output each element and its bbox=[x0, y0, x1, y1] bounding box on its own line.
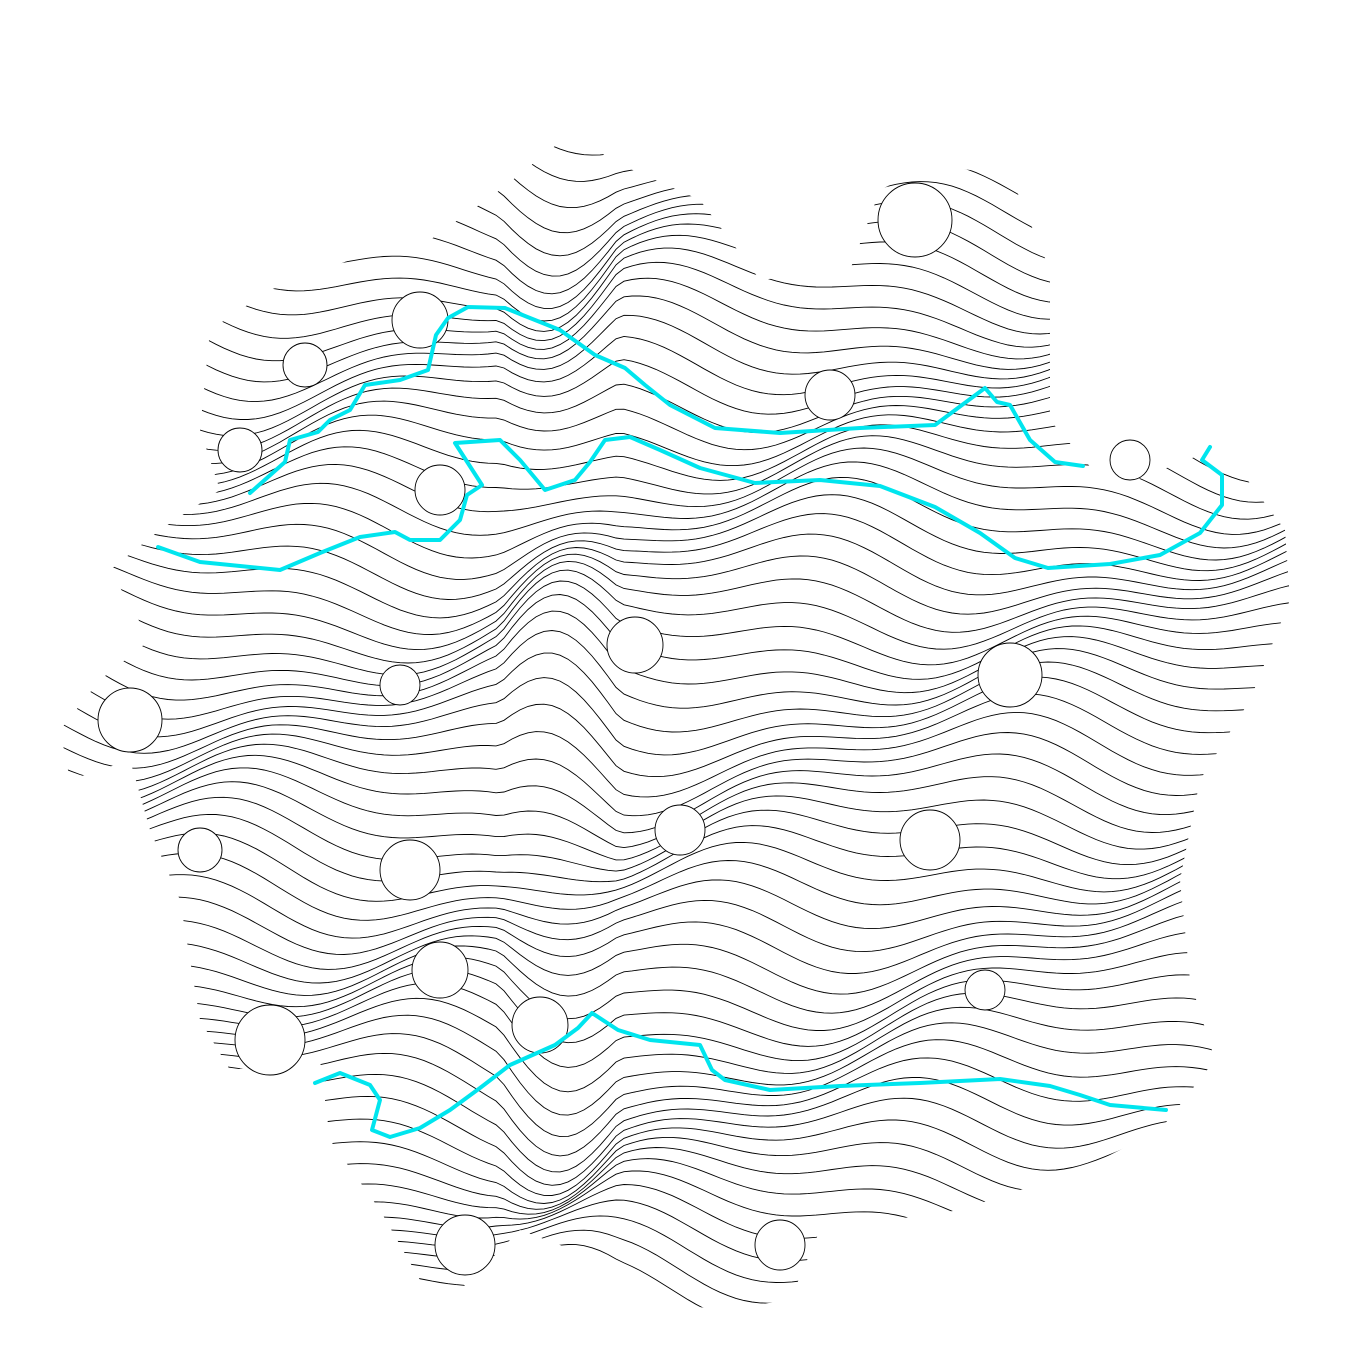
contour-line bbox=[60, 560, 1290, 651]
contour-hole bbox=[217, 427, 263, 473]
contour-line bbox=[60, 968, 1290, 1047]
contour-hole bbox=[654, 804, 706, 856]
contour-line bbox=[60, 200, 1290, 277]
contour-line bbox=[60, 630, 1290, 720]
contour-line bbox=[60, 1259, 1290, 1310]
contour-line bbox=[60, 569, 1290, 664]
contour-hole bbox=[754, 1219, 806, 1271]
contour-line bbox=[60, 447, 1290, 535]
contour-line bbox=[60, 676, 1290, 756]
contour-line bbox=[60, 1086, 1290, 1186]
contour-line bbox=[60, 732, 1290, 817]
contour-hole bbox=[964, 969, 1006, 1011]
contour-hole bbox=[899, 809, 961, 871]
contour-line bbox=[60, 1149, 1290, 1229]
contour-line bbox=[60, 876, 1290, 955]
contour-line bbox=[60, 711, 1290, 798]
contour-line bbox=[60, 513, 1290, 600]
contour-hole bbox=[606, 616, 664, 674]
contour-hole bbox=[234, 1004, 306, 1076]
contour-line bbox=[60, 533, 1290, 619]
contour-line bbox=[60, 610, 1290, 701]
contour-hole bbox=[97, 687, 163, 753]
contour-hole bbox=[511, 996, 569, 1054]
contour-hole bbox=[282, 342, 328, 388]
contour-line bbox=[60, 223, 1290, 309]
lower-highlight bbox=[313, 1011, 1168, 1139]
contour-line bbox=[60, 1215, 1290, 1285]
contour-hole bbox=[379, 664, 421, 706]
contour-line bbox=[60, 813, 1290, 883]
contour-hole bbox=[391, 291, 449, 349]
contour-line bbox=[60, 261, 1290, 348]
contour-hole bbox=[877, 182, 953, 258]
contour-hole bbox=[177, 827, 223, 873]
contour-line bbox=[60, 1115, 1290, 1204]
contour-lines bbox=[60, 130, 1290, 1310]
contour-line bbox=[60, 295, 1290, 383]
contour-line bbox=[60, 693, 1290, 778]
contour-line bbox=[60, 580, 1290, 676]
contour-line bbox=[60, 130, 1290, 185]
contour-line bbox=[60, 1169, 1290, 1245]
contour-line bbox=[60, 911, 1290, 995]
contour-line bbox=[60, 314, 1290, 403]
highlighted-contours bbox=[156, 305, 1224, 1139]
contour-line bbox=[60, 247, 1290, 335]
contour-line bbox=[60, 832, 1290, 902]
contour-holes bbox=[97, 182, 1151, 1276]
contour-line bbox=[60, 862, 1290, 939]
contour-hole bbox=[977, 642, 1043, 708]
contour-line bbox=[60, 461, 1290, 549]
contour-line bbox=[60, 652, 1290, 738]
upper-highlight-a bbox=[248, 305, 1085, 495]
contour-line bbox=[60, 1033, 1290, 1138]
contour-line bbox=[60, 1014, 1290, 1116]
contour-line bbox=[60, 930, 1290, 1014]
contour-line bbox=[60, 1073, 1290, 1173]
contour-line bbox=[60, 1131, 1290, 1211]
contour-hole bbox=[379, 839, 441, 901]
contour-line bbox=[60, 1184, 1290, 1260]
contour-line bbox=[60, 494, 1290, 580]
contour-line bbox=[60, 1229, 1290, 1304]
contour-line bbox=[60, 181, 1290, 257]
contour-line bbox=[60, 335, 1290, 420]
contour-hole bbox=[1109, 439, 1151, 481]
contour-hole bbox=[411, 941, 469, 999]
contour-line bbox=[60, 130, 1290, 164]
contour-line bbox=[60, 594, 1290, 687]
contour-line bbox=[60, 952, 1290, 1031]
contour-line bbox=[60, 849, 1290, 921]
contour-hole bbox=[804, 369, 856, 421]
contour-hole bbox=[434, 1214, 496, 1276]
contour-line bbox=[60, 160, 1290, 238]
contour-line bbox=[60, 277, 1290, 362]
contour-hole bbox=[414, 464, 466, 516]
contour-line bbox=[60, 1244, 1290, 1310]
contour-line bbox=[60, 553, 1290, 635]
contour-line bbox=[60, 893, 1290, 974]
upper-highlight-b bbox=[156, 435, 1224, 572]
contour-line bbox=[60, 1199, 1290, 1273]
contour-line bbox=[60, 476, 1290, 561]
contour-line bbox=[60, 435, 1290, 520]
